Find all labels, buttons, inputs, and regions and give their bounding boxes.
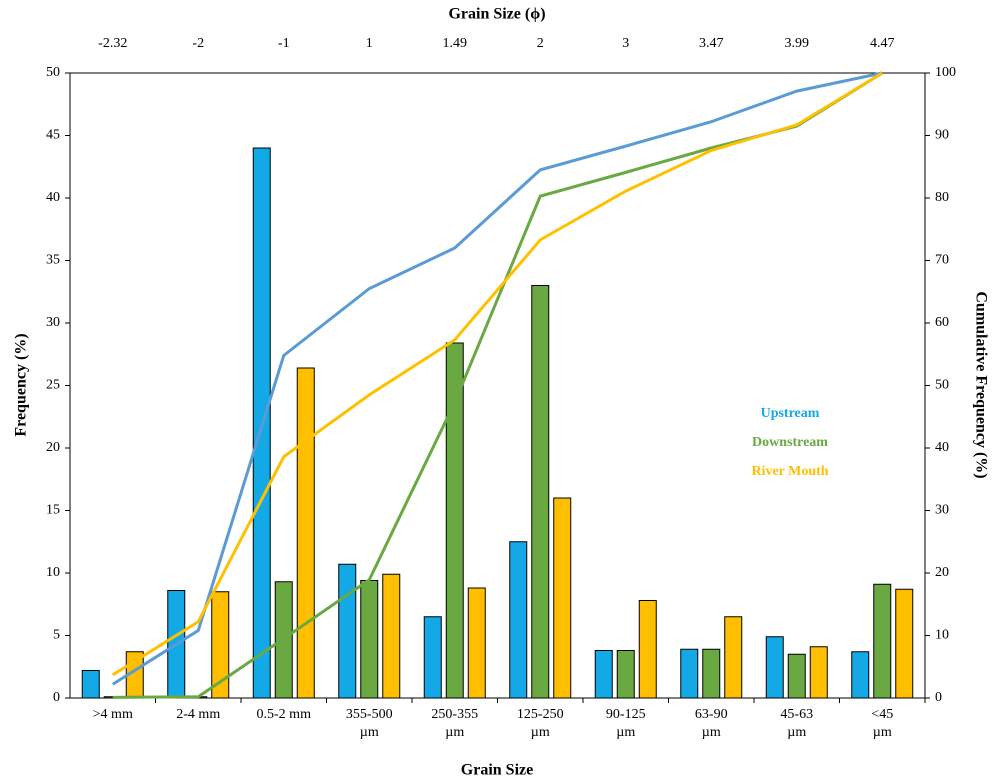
y-tick-label: 25 (46, 378, 60, 393)
x-tick-label: 250-355 µm (431, 707, 479, 740)
y-tick-label: 20 (46, 440, 60, 455)
y2-tick-label: 10 (935, 628, 949, 643)
bar (423, 616, 442, 699)
bar (338, 563, 357, 699)
y2-tick-label: 80 (935, 190, 949, 205)
y2-tick-label: 40 (935, 440, 949, 455)
bar (616, 650, 635, 699)
bar (594, 650, 613, 699)
y2-tick-label: 20 (935, 565, 949, 580)
y-tick-label: 15 (46, 503, 60, 518)
bar (553, 497, 572, 699)
top-tick-label: 1.49 (443, 36, 468, 51)
bar (851, 651, 870, 699)
top-tick-label: 3.47 (699, 36, 724, 51)
cumulative-line (111, 71, 884, 677)
top-axis-title: Grain Size (ϕ) (448, 6, 545, 23)
x-tick-label: 2-4 mm (176, 707, 221, 722)
y-tick-label: 30 (46, 315, 60, 330)
y2-tick-label: 100 (935, 65, 956, 80)
bar (787, 653, 806, 699)
bar (809, 646, 828, 699)
bar (724, 616, 743, 699)
bar (81, 670, 100, 699)
bar (873, 583, 892, 699)
bar (445, 342, 464, 699)
x-tick-label: >4 mm (92, 707, 133, 722)
bar (895, 588, 914, 699)
bar (765, 636, 784, 699)
x-tick-label: 355-500 µm (345, 707, 393, 740)
top-tick-label: 2 (537, 36, 544, 51)
bar (211, 591, 230, 699)
bar (382, 573, 401, 699)
x-tick-label: 45-63 µm (780, 707, 814, 740)
y2-tick-label: 70 (935, 253, 949, 268)
bar (531, 285, 550, 699)
bar (360, 580, 379, 699)
top-tick-label: -2.32 (98, 36, 127, 51)
bar (638, 600, 657, 699)
y-axis-title: Frequency (%) (13, 333, 30, 436)
legend-entry: River Mouth (751, 464, 828, 479)
y-tick-label: 45 (46, 128, 60, 143)
bar (467, 587, 486, 699)
y-tick-label: 50 (46, 65, 60, 80)
top-tick-label: 1 (366, 36, 373, 51)
top-tick-label: 3 (622, 36, 629, 51)
top-tick-label: 3.99 (785, 36, 810, 51)
top-tick-label: -1 (278, 36, 290, 51)
x-tick-label: <45 µm (871, 707, 894, 740)
top-tick-label: 4.47 (870, 36, 895, 51)
y2-tick-label: 30 (935, 503, 949, 518)
y2-tick-label: 50 (935, 378, 949, 393)
bar (296, 367, 315, 699)
y-tick-label: 10 (46, 565, 60, 580)
y-tick-label: 40 (46, 190, 60, 205)
y2-axis-title: Cumulative Frequency (%) (972, 291, 989, 478)
x-tick-label: 0.5-2 mm (256, 707, 311, 722)
y-tick-label: 35 (46, 253, 60, 268)
bar (702, 648, 721, 699)
bar (509, 541, 528, 699)
bar (680, 648, 699, 699)
x-tick-label: 90-125 µm (605, 707, 646, 740)
y2-tick-label: 90 (935, 128, 949, 143)
y2-tick-label: 60 (935, 315, 949, 330)
y-tick-label: 5 (53, 628, 60, 643)
x-tick-label: 125-250 µm (516, 707, 564, 740)
legend-entry: Downstream (752, 435, 828, 450)
plot-frame (69, 72, 926, 699)
top-tick-label: -2 (192, 36, 204, 51)
x-tick-label: 63-90 µm (694, 707, 728, 740)
y2-tick-label: 0 (935, 690, 942, 705)
legend-entry: Upstream (761, 406, 820, 421)
cumulative-line (111, 71, 883, 686)
x-axis-title: Grain Size (461, 762, 533, 779)
y-tick-label: 0 (53, 690, 60, 705)
